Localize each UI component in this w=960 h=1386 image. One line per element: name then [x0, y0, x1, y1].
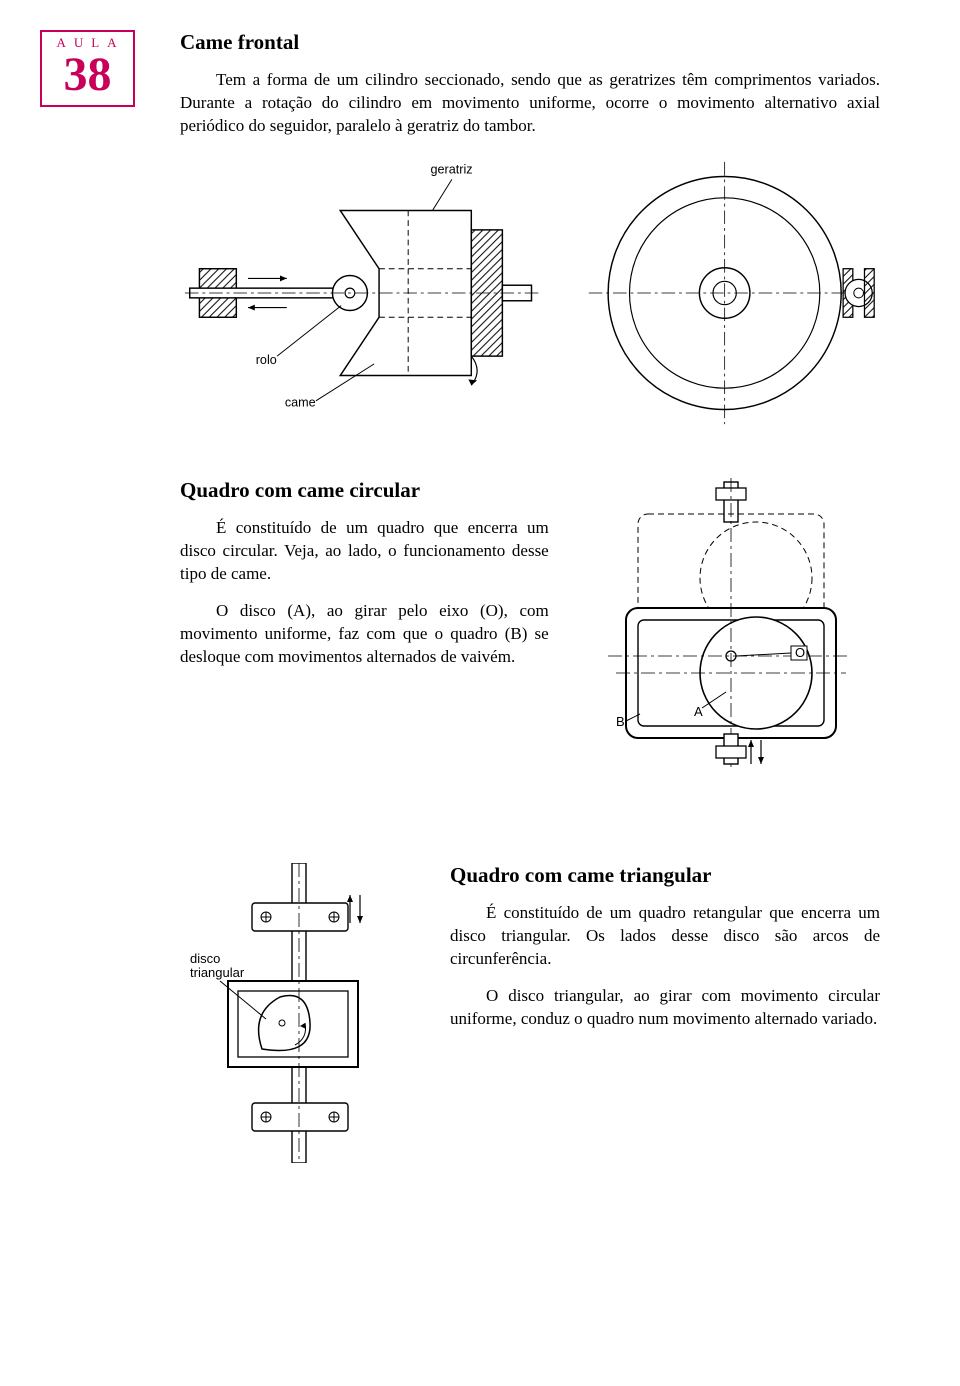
section3: disco triangular Quadro com came triangu… — [180, 863, 880, 1163]
fig3-label-disco: disco — [190, 951, 220, 966]
figure2: O A B — [596, 478, 856, 768]
figure1-side: geratriz rolo came — [180, 148, 549, 438]
section2-p2: O disco (A), ao girar pelo eixo (O), com… — [180, 600, 549, 669]
fig2-label-A: A — [694, 704, 703, 719]
section3-title: Quadro com came triangular — [450, 863, 880, 888]
section2-title: Quadro com came circular — [180, 478, 549, 503]
figure1-front — [579, 148, 880, 438]
section1-p1: Tem a forma de um cilindro seccionado, s… — [180, 69, 880, 138]
section3-p1: É constituído de um quadro retangular qu… — [450, 902, 880, 971]
fig3-label-triangular: triangular — [190, 965, 245, 980]
figure3: disco triangular — [190, 863, 410, 1163]
figure1: geratriz rolo came — [180, 148, 880, 438]
aula-number: 38 — [42, 51, 133, 105]
fig1-label-came: came — [285, 395, 316, 409]
section1-title: Came frontal — [180, 30, 880, 55]
aula-badge: AULA 38 — [40, 30, 135, 107]
fig1-label-rolo: rolo — [256, 353, 277, 367]
section3-p2: O disco triangular, ao girar com movimen… — [450, 985, 880, 1031]
fig2-label-B: B — [616, 714, 625, 729]
fig1-label-geratriz: geratriz — [431, 162, 473, 176]
fig2-label-O: O — [795, 645, 805, 660]
section2: Quadro com came circular É constituído d… — [180, 478, 880, 768]
section2-p1: É constituído de um quadro que encerra u… — [180, 517, 549, 586]
page-content: Came frontal Tem a forma de um cilindro … — [180, 30, 880, 1163]
